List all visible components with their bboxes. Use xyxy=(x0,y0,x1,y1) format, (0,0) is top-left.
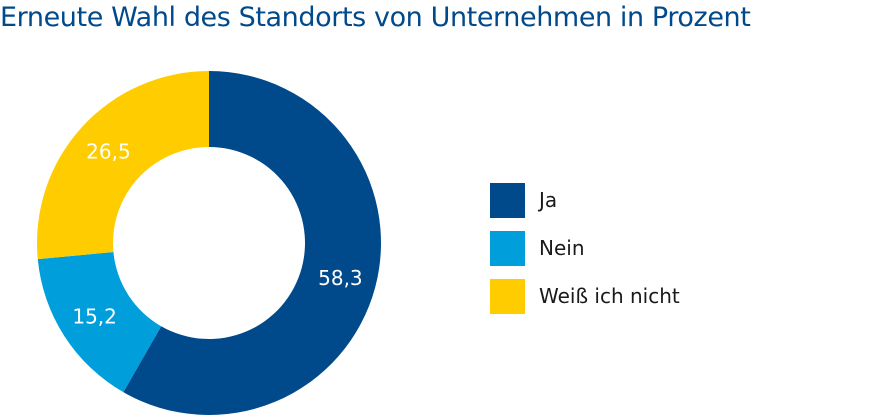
slice-ja xyxy=(123,71,381,415)
slice-nein xyxy=(37,252,162,393)
legend-item-weiss-ich-nicht: Weiß ich nicht xyxy=(490,272,680,320)
legend-label-ja: Ja xyxy=(539,188,558,212)
legend-label-nein: Nein xyxy=(539,236,585,260)
legend-item-nein: Nein xyxy=(490,224,680,272)
chart-title: Erneute Wahl des Standorts von Unternehm… xyxy=(0,2,751,33)
slice-label-weiss-ich-nicht: 26,5 xyxy=(86,139,131,163)
slice-label-ja: 58,3 xyxy=(318,266,363,290)
slice-weiss-ich-nicht xyxy=(36,71,209,260)
legend-label-weiss-ich-nicht: Weiß ich nicht xyxy=(539,284,680,308)
legend: Ja Nein Weiß ich nicht xyxy=(490,176,680,320)
legend-item-ja: Ja xyxy=(490,176,680,224)
legend-swatch-ja xyxy=(490,182,525,218)
legend-swatch-nein xyxy=(490,230,525,266)
donut-chart: 58,3 15,2 26,5 xyxy=(36,71,381,415)
legend-swatch-weiss-ich-nicht xyxy=(490,278,525,314)
slice-label-nein: 15,2 xyxy=(72,305,117,329)
